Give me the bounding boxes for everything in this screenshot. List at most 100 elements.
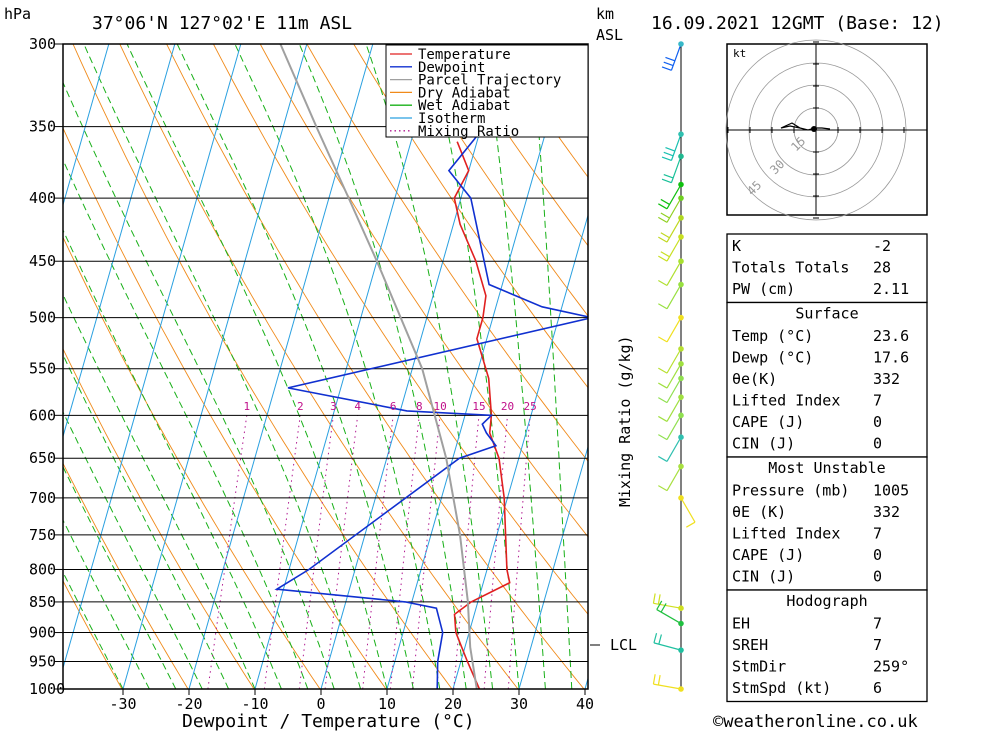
isotherm-line xyxy=(63,44,110,207)
wet-adiabat-line xyxy=(483,44,546,689)
legend-label: Temperature xyxy=(418,47,511,63)
isotherm-line xyxy=(188,44,374,689)
y-tick-label: 800 xyxy=(29,560,56,578)
dry-adiabat-line xyxy=(259,44,588,538)
mixing-ratio-tick-label: 2 xyxy=(297,400,304,413)
stats-block xyxy=(726,589,928,703)
wet-adiabat-line xyxy=(63,158,309,689)
wind-level-dot xyxy=(678,686,684,692)
mixing-ratio-tick-label: 20 xyxy=(501,400,514,413)
mixing-ratio-tick-label: 4 xyxy=(354,400,361,413)
dry-adiabat-line xyxy=(63,462,189,689)
wind-barb-flag xyxy=(658,397,668,404)
y-tick-label: 600 xyxy=(29,406,56,424)
y-tick-label: 350 xyxy=(29,118,56,136)
y-tick-label: 450 xyxy=(29,252,56,270)
parcel-trajectory-line xyxy=(279,44,478,689)
legend-label: Parcel Trajectory xyxy=(418,73,561,89)
legend-label: Wet Adiabat xyxy=(418,98,511,114)
x-tick-label: -20 xyxy=(175,695,202,713)
stats-value: -2 xyxy=(873,237,891,255)
legend-label: Mixing Ratio xyxy=(418,124,519,140)
dry-adiabat-line xyxy=(446,44,588,247)
x-axis-label: Dewpoint / Temperature (°C) xyxy=(182,711,475,732)
y-tick-label: 1000 xyxy=(29,680,65,698)
isotherm-line xyxy=(452,213,588,689)
dry-adiabat-line xyxy=(63,127,387,689)
dry-adiabat-line xyxy=(166,44,585,689)
mixing-ratio-tick-label: 8 xyxy=(416,400,423,413)
y-tick-label: 650 xyxy=(29,449,56,467)
stats-value: 1005 xyxy=(873,482,909,500)
wind-barb xyxy=(656,609,682,625)
x-tick-label: 40 xyxy=(576,695,594,713)
stats-label: CAPE (J) xyxy=(732,546,804,564)
stats-label: CIN (J) xyxy=(732,568,795,586)
stats-block xyxy=(726,301,928,458)
stats-label: Lifted Index xyxy=(732,392,840,410)
wind-barb-flag xyxy=(658,216,668,223)
wind-barb-flag xyxy=(665,147,676,152)
stats-block-title: Hodograph xyxy=(786,592,867,610)
dry-adiabat-line xyxy=(962,44,1000,689)
y-tick-label: 550 xyxy=(29,360,56,378)
isotherm-line xyxy=(122,44,308,689)
x-tick-label: 20 xyxy=(444,695,462,713)
stats-value: 0 xyxy=(873,568,882,586)
wind-barb-flag xyxy=(658,303,668,310)
copyright-footer: ©weatheronline.co.uk xyxy=(713,712,918,732)
x-tick-label: 30 xyxy=(510,695,528,713)
wind-barb-flag xyxy=(661,66,672,71)
wind-barb xyxy=(680,497,696,523)
wind-barb-flag xyxy=(658,203,668,210)
wind-level-dot xyxy=(678,463,684,470)
stats-label: SREH xyxy=(732,636,768,654)
wind-barb-flag xyxy=(658,634,662,645)
plot-frame xyxy=(62,43,589,690)
mixing-ratio-line xyxy=(389,415,420,689)
wet-adiabat-line xyxy=(63,81,335,689)
dry-adiabat-line xyxy=(353,44,588,389)
mixing-ratio-tick-label: 10 xyxy=(433,400,446,413)
wind-barb-flag xyxy=(658,455,668,462)
wind-level-dot xyxy=(678,647,684,653)
asl-label: ASL xyxy=(596,26,623,44)
stats-label: StmDir xyxy=(732,658,786,676)
stats-label: StmSpd (kt) xyxy=(732,679,831,697)
stats-value: 28 xyxy=(873,259,891,277)
stats-value: 17.6 xyxy=(873,349,909,367)
stats-label: EH xyxy=(732,615,750,633)
dry-adiabat-line xyxy=(400,44,588,317)
stats-label: θe(K) xyxy=(732,370,777,388)
mixing-ratio-line xyxy=(298,415,334,689)
lcl-label: LCL xyxy=(610,636,637,654)
x-tick-label: 10 xyxy=(378,695,396,713)
wind-barb-flag xyxy=(658,255,668,262)
wind-barb-flag xyxy=(661,156,672,162)
wind-level-dot xyxy=(678,495,684,501)
isotherm-line xyxy=(254,44,440,689)
wet-adiabat-line xyxy=(531,44,573,689)
y-tick-label: 300 xyxy=(29,35,56,53)
stats-label: CAPE (J) xyxy=(732,413,804,431)
stats-table: K -2 Totals Totals 28 PW (cm) 2.11 Surface Temp… xyxy=(726,233,928,703)
wind-level-dot xyxy=(678,281,684,288)
stats-value: 332 xyxy=(873,503,900,521)
stats-value: 0 xyxy=(873,413,882,431)
km-label: km xyxy=(596,5,614,23)
y-tick-label: 850 xyxy=(29,593,56,611)
wind-barb xyxy=(666,415,682,440)
wind-level-dot xyxy=(678,605,684,612)
wind-level-dot xyxy=(678,412,684,419)
mixing-ratio-tick-label: 3 xyxy=(330,400,337,413)
stats-value: 259° xyxy=(873,658,909,676)
wind-barb xyxy=(670,156,682,183)
mixing-ratio-tick-label: 1 xyxy=(243,400,250,413)
stats-value: 6 xyxy=(873,679,882,697)
wind-level-dot xyxy=(678,181,684,188)
wind-level-dot xyxy=(678,41,684,47)
wet-adiabat-line xyxy=(83,44,362,689)
wind-barb-flag xyxy=(658,279,668,286)
wind-barb xyxy=(666,363,682,389)
